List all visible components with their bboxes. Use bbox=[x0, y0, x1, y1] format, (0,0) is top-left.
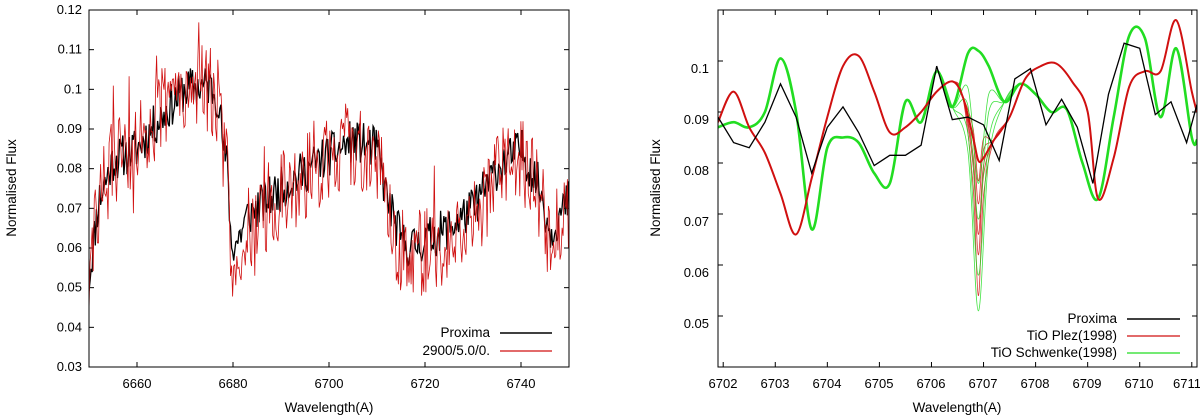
right-xtick-label: 6709 bbox=[1073, 376, 1102, 391]
left-series-model-line bbox=[89, 22, 569, 311]
right-xtick-label: 6708 bbox=[1021, 376, 1050, 391]
right-gridlines bbox=[718, 10, 1197, 367]
left-xtick-label: 6720 bbox=[411, 376, 440, 391]
right-ytick-label: 0.09 bbox=[684, 112, 709, 127]
left-legend: Proxima 2900/5.0/0. bbox=[422, 325, 552, 358]
left-ytick-label: 0.1 bbox=[64, 81, 82, 96]
left-y-axis-title: Normalised Flux bbox=[4, 139, 19, 237]
right-xtick-label: 6704 bbox=[813, 376, 842, 391]
right-xtick-label: 6710 bbox=[1125, 376, 1154, 391]
left-ytick-label: 0.03 bbox=[57, 359, 82, 374]
left-ytick-label: 0.12 bbox=[57, 2, 82, 17]
right-y-axis-title: Normalised Flux bbox=[648, 139, 663, 237]
right-legend: Proxima TiO Plez(1998) TiO Schwenke(1998… bbox=[991, 311, 1180, 360]
right-legend-label-proxima: Proxima bbox=[1067, 311, 1117, 326]
left-series-proxima-line bbox=[89, 68, 569, 292]
left-series-layer bbox=[89, 22, 569, 311]
right-xtick-label: 6705 bbox=[865, 376, 894, 391]
left-ytick-label: 0.04 bbox=[57, 319, 82, 334]
right-proxima-line bbox=[718, 42, 1197, 184]
right-legend-label-plez: TiO Plez(1998) bbox=[1027, 328, 1117, 343]
right-x-axis-title: Wavelength(A) bbox=[913, 400, 1002, 415]
left-ytick-label: 0.05 bbox=[57, 280, 82, 295]
right-xtick-label: 6706 bbox=[917, 376, 946, 391]
left-plot-frame bbox=[88, 9, 570, 368]
right-chart: 0.05 0.06 0.07 0.08 0.09 0.1 6702 6703 6… bbox=[648, 9, 1200, 415]
right-ytick-label: 0.1 bbox=[691, 61, 709, 76]
left-chart: 0.03 0.04 0.05 0.06 0.07 0.08 0.09 0.1 0… bbox=[4, 2, 570, 415]
left-xtick-label: 6700 bbox=[315, 376, 344, 391]
left-ytick-label: 0.11 bbox=[58, 42, 82, 57]
right-plot-frame bbox=[717, 9, 1198, 368]
right-xtick-label: 6702 bbox=[709, 376, 738, 391]
right-xtick-label: 6707 bbox=[969, 376, 998, 391]
left-ytick-label: 0.07 bbox=[57, 200, 82, 215]
right-ytick-label: 0.06 bbox=[684, 265, 709, 280]
right-ytick-label: 0.05 bbox=[684, 316, 709, 331]
left-ytick-label: 0.06 bbox=[57, 240, 82, 255]
left-xtick-label: 6660 bbox=[123, 376, 152, 391]
right-plez-variant-line bbox=[718, 19, 1197, 297]
right-schwenke-line bbox=[718, 25, 1197, 231]
left-legend-label-proxima: Proxima bbox=[440, 325, 490, 340]
right-legend-label-schwenke: TiO Schwenke(1998) bbox=[991, 345, 1117, 360]
left-legend-label-model: 2900/5.0/0. bbox=[422, 343, 490, 358]
left-x-axis-title: Wavelength(A) bbox=[285, 400, 374, 415]
right-schwenke-variant-line bbox=[718, 26, 1197, 276]
right-xtick-label: 6703 bbox=[761, 376, 790, 391]
right-series-layer bbox=[718, 19, 1197, 312]
left-ytick-label: 0.08 bbox=[57, 161, 82, 176]
left-xtick-label: 6680 bbox=[219, 376, 248, 391]
left-xtick-label: 6740 bbox=[507, 376, 536, 391]
right-xtick-label: 6711 bbox=[1173, 376, 1200, 391]
right-schwenke-variant-line bbox=[718, 26, 1197, 312]
right-ytick-label: 0.07 bbox=[684, 214, 709, 229]
left-ytick-label: 0.09 bbox=[57, 121, 82, 136]
right-ytick-label: 0.08 bbox=[684, 163, 709, 178]
right-plez-line bbox=[718, 19, 1197, 236]
